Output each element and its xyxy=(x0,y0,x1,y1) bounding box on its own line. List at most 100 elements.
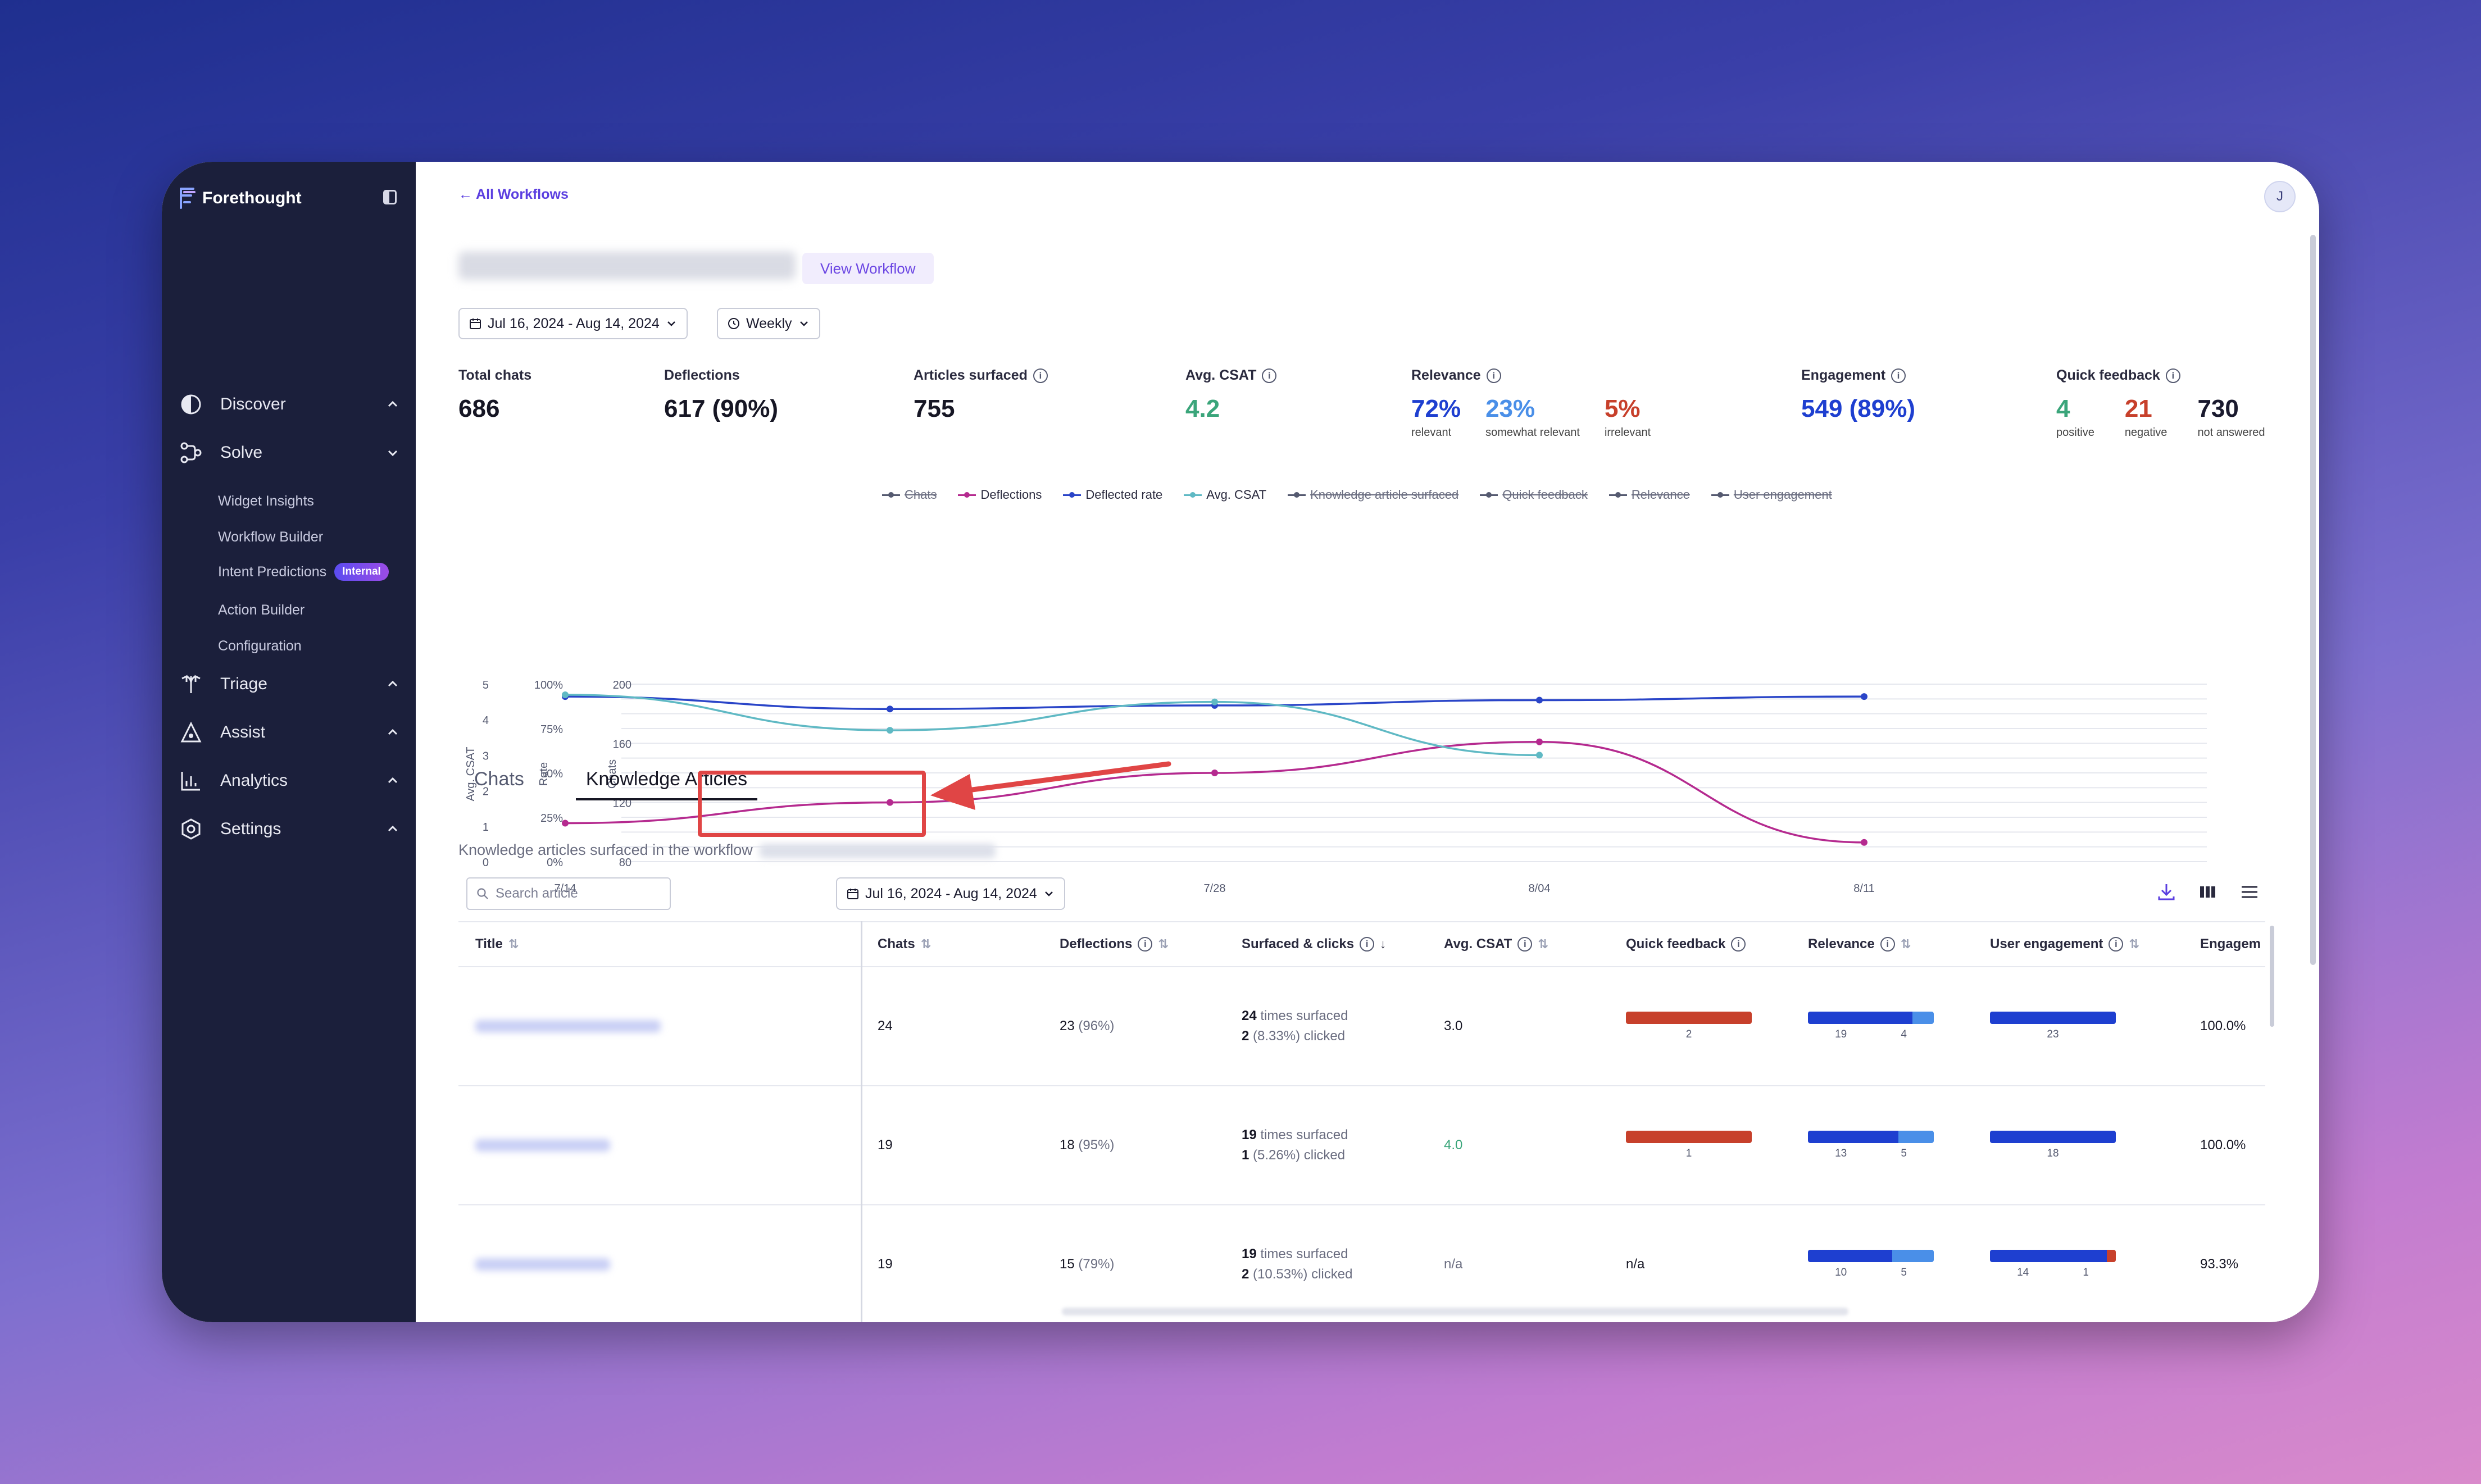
assist-icon xyxy=(179,720,203,745)
brand[interactable]: Forethought xyxy=(179,186,302,210)
info-icon[interactable]: i xyxy=(1360,937,1375,952)
legend-item[interactable]: Deflections xyxy=(958,488,1042,502)
article-title-cell[interactable] xyxy=(475,967,661,1085)
quick-feedback-count: 1 xyxy=(1685,1148,1692,1159)
legend-item[interactable]: Chats xyxy=(882,488,937,502)
relevance-somewhat-count: 5 xyxy=(1901,1267,1907,1278)
col-deflections[interactable]: Deflections i ⇅ xyxy=(1060,936,1169,952)
page-scrollbar[interactable] xyxy=(2310,235,2316,965)
article-title-blurred[interactable] xyxy=(475,1258,610,1271)
sub-intent-predictions[interactable]: Intent Predictions Internal xyxy=(218,563,389,581)
solve-icon xyxy=(179,440,203,465)
article-title-cell[interactable] xyxy=(475,1205,610,1322)
info-icon[interactable]: i xyxy=(1517,937,1533,952)
nav-analytics[interactable]: Analytics xyxy=(179,768,400,793)
horizontal-scrollbar[interactable] xyxy=(1062,1308,1848,1315)
col-quick-feedback[interactable]: Quick feedback i xyxy=(1626,936,1746,952)
csat-tick-label: 3 xyxy=(483,750,489,762)
col-chats[interactable]: Chats ⇅ xyxy=(878,936,931,952)
legend-item[interactable]: Quick feedback xyxy=(1480,488,1588,502)
quick-feedback-cell: 2 xyxy=(1626,967,1752,1085)
info-icon[interactable]: i xyxy=(2165,368,2180,383)
col-title[interactable]: Title ⇅ xyxy=(475,936,519,952)
info-icon[interactable]: i xyxy=(2109,937,2124,952)
series-line-0 xyxy=(565,740,1865,844)
info-icon[interactable]: i xyxy=(1891,368,1906,383)
info-icon[interactable]: i xyxy=(1033,368,1048,383)
table-date-range-dropdown[interactable]: Jul 16, 2024 - Aug 14, 2024 xyxy=(836,877,1065,910)
chevron-up-icon[interactable] xyxy=(385,773,400,788)
nav-discover[interactable]: Discover xyxy=(179,392,400,417)
chevron-up-icon[interactable] xyxy=(385,397,400,412)
article-title-cell[interactable] xyxy=(475,1086,610,1204)
chevron-up-icon[interactable] xyxy=(385,822,400,836)
all-workflows-link[interactable]: ← All Workflows xyxy=(458,186,569,202)
search-input[interactable]: Search article xyxy=(466,877,671,910)
chevron-up-icon[interactable] xyxy=(385,725,400,740)
legend-swatch xyxy=(958,491,976,498)
info-icon[interactable]: i xyxy=(1880,937,1895,952)
info-icon[interactable]: i xyxy=(1262,368,1277,383)
sort-icon[interactable]: ⇅ xyxy=(920,937,931,951)
table-scrollbar[interactable] xyxy=(2270,926,2274,1027)
legend-label: Deflected rate xyxy=(1085,488,1163,502)
sort-icon[interactable]: ⇅ xyxy=(1900,937,1911,951)
col-surfaced[interactable]: Surfaced & clicks i ↓ xyxy=(1242,936,1386,952)
relevance-irrelevant-label: irrelevant xyxy=(1604,426,1651,439)
feedback-not-answered-value: 730 xyxy=(2197,395,2239,422)
nav-triage[interactable]: Triage xyxy=(179,672,400,697)
sub-action-builder[interactable]: Action Builder xyxy=(218,602,305,618)
sub-action-builder-label: Action Builder xyxy=(218,602,305,618)
legend-item[interactable]: Relevance xyxy=(1608,488,1690,502)
col-chats-label: Chats xyxy=(878,936,915,952)
legend-item[interactable]: Knowledge article surfaced xyxy=(1288,488,1458,502)
csat-tick-label: 1 xyxy=(483,821,489,834)
sort-desc-icon[interactable]: ↓ xyxy=(1380,937,1387,951)
chevron-up-icon[interactable] xyxy=(385,677,400,691)
date-range-dropdown[interactable]: Jul 16, 2024 - Aug 14, 2024 xyxy=(458,308,688,339)
density-icon[interactable] xyxy=(2239,882,2260,902)
deflections-value: 15 xyxy=(1060,1257,1075,1272)
nav-solve[interactable]: Solve xyxy=(179,440,400,465)
col-user-engagement[interactable]: User engagement i ⇅ xyxy=(1990,936,2139,952)
stat-label-text: Avg. CSAT xyxy=(1185,367,1257,383)
table-row[interactable]: 19 15 (79%) 19 times surfaced 2 (10.53%)… xyxy=(458,1205,2265,1322)
legend-item[interactable]: Deflected rate xyxy=(1063,488,1162,502)
csat-tick-label: 4 xyxy=(483,714,489,727)
sub-workflow-builder[interactable]: Workflow Builder xyxy=(218,529,323,545)
table-row[interactable]: 24 23 (96%) 24 times surfaced 2 (8.33%) … xyxy=(458,967,2265,1086)
col-engagement[interactable]: Engagem xyxy=(2200,936,2261,952)
period-dropdown[interactable]: Weekly xyxy=(717,308,820,339)
avatar[interactable]: J xyxy=(2264,181,2296,212)
chats-tick-label: 160 xyxy=(613,738,631,750)
article-title-blurred[interactable] xyxy=(475,1020,661,1032)
chevron-down-icon[interactable] xyxy=(385,445,400,460)
columns-icon[interactable] xyxy=(2198,882,2218,902)
sub-configuration[interactable]: Configuration xyxy=(218,638,302,654)
deflections-pct: (95%) xyxy=(1078,1137,1115,1153)
relevance-somewhat-count: 4 xyxy=(1901,1028,1907,1040)
col-relevance[interactable]: Relevance i ⇅ xyxy=(1808,936,1911,952)
article-title-blurred[interactable] xyxy=(475,1139,610,1151)
col-avg-csat[interactable]: Avg. CSAT i ⇅ xyxy=(1444,936,1548,952)
sort-icon[interactable]: ⇅ xyxy=(2129,937,2139,951)
sub-widget-insights[interactable]: Widget Insights xyxy=(218,493,314,509)
tab-chats[interactable]: Chats xyxy=(474,768,524,790)
info-icon[interactable]: i xyxy=(1486,368,1501,383)
legend-item[interactable]: Avg. CSAT xyxy=(1184,488,1266,502)
nav-solve-label: Solve xyxy=(220,443,263,462)
info-icon[interactable]: i xyxy=(1731,937,1746,952)
view-workflow-button[interactable]: View Workflow xyxy=(802,253,934,284)
nav-assist[interactable]: Assist xyxy=(179,720,400,745)
download-icon[interactable] xyxy=(2156,882,2176,902)
nav-settings[interactable]: Settings xyxy=(179,817,400,841)
deflections-value: 18 xyxy=(1060,1137,1075,1153)
legend-item[interactable]: User engagement xyxy=(1711,488,1832,502)
table-row[interactable]: 19 18 (95%) 19 times surfaced 1 (5.26%) … xyxy=(458,1086,2265,1205)
sort-icon[interactable]: ⇅ xyxy=(508,937,519,951)
sidebar-collapse-icon[interactable] xyxy=(383,190,397,204)
sort-icon[interactable]: ⇅ xyxy=(1158,937,1169,951)
sort-icon[interactable]: ⇅ xyxy=(1538,937,1548,951)
info-icon[interactable]: i xyxy=(1138,937,1153,952)
chats-axis-label: Chats xyxy=(606,759,619,789)
